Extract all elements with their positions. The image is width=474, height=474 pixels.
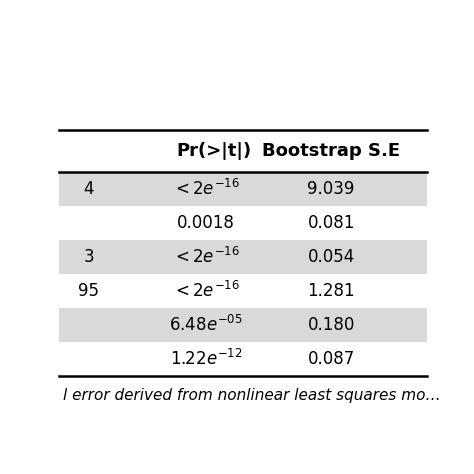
Text: $<2e^{-16}$: $<2e^{-16}$ — [172, 179, 240, 199]
Text: 95: 95 — [78, 282, 99, 300]
Text: 1.281: 1.281 — [307, 282, 355, 300]
Text: 0.087: 0.087 — [308, 349, 355, 367]
Text: $6.48e^{-05}$: $6.48e^{-05}$ — [169, 315, 243, 335]
Text: Bootstrap S.E: Bootstrap S.E — [262, 142, 400, 160]
Text: Pr(>|t|): Pr(>|t|) — [176, 142, 251, 160]
Bar — [59, 172, 427, 206]
Text: $<2e^{-16}$: $<2e^{-16}$ — [172, 281, 240, 301]
Text: 3: 3 — [83, 248, 94, 266]
Text: 0.180: 0.180 — [308, 316, 355, 334]
Text: 0.081: 0.081 — [308, 214, 355, 232]
Text: 4: 4 — [83, 180, 94, 198]
Text: $<2e^{-16}$: $<2e^{-16}$ — [172, 246, 240, 267]
Text: l error derived from nonlinear least squares mo…: l error derived from nonlinear least squ… — [63, 388, 441, 403]
Text: 0.0018: 0.0018 — [177, 214, 235, 232]
Bar — [59, 308, 427, 342]
Bar — [59, 240, 427, 273]
Text: 9.039: 9.039 — [308, 180, 355, 198]
Text: 0.054: 0.054 — [308, 248, 355, 266]
Text: $1.22e^{-12}$: $1.22e^{-12}$ — [170, 348, 243, 369]
